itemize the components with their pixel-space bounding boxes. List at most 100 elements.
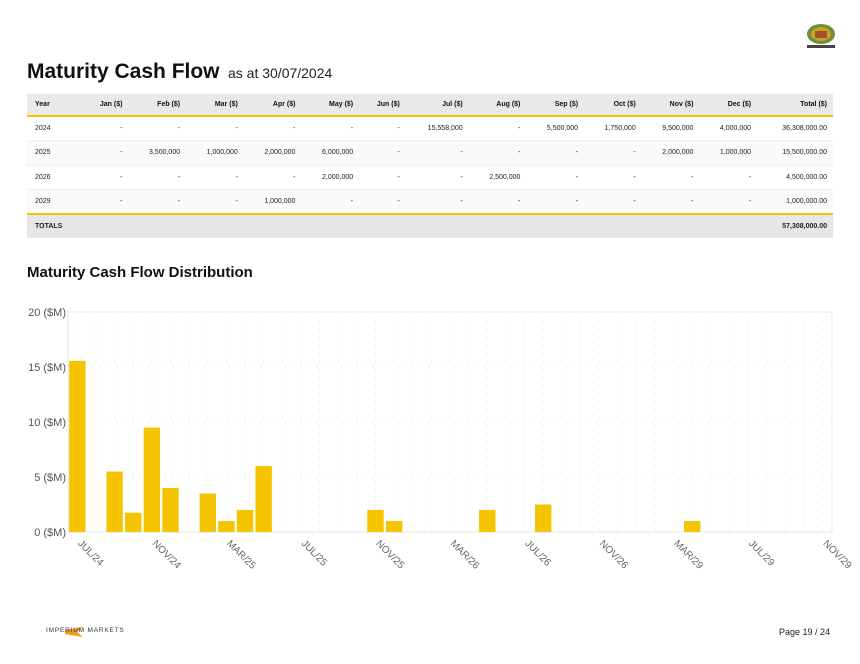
- table-cell: 2,000,000: [243, 140, 302, 166]
- table-cell: -: [186, 189, 244, 215]
- table-cell: -: [359, 165, 406, 190]
- table-cell: -: [359, 116, 406, 141]
- bar-dec-24: [162, 488, 179, 532]
- table-cell: -: [405, 189, 469, 215]
- col-oct: Oct ($): [584, 94, 642, 117]
- table-cell: -: [641, 165, 700, 190]
- table-cell: 2,000,000: [641, 140, 700, 166]
- table-cell: -: [468, 189, 527, 215]
- col-nov: Nov ($): [641, 94, 700, 117]
- table-cell: 4,000,000: [699, 116, 758, 141]
- table-cell: -: [301, 189, 360, 215]
- bar-mar-25: [218, 521, 235, 532]
- maturity-table: Year Jan ($) Feb ($) Mar ($) Apr ($) May…: [27, 94, 833, 238]
- table-row: 2029- - -1,000,000- - - - - - - -1,000,000.00: [27, 189, 833, 215]
- table-cell: -: [468, 116, 527, 141]
- table-cell: 15,558,000: [405, 116, 469, 141]
- council-logo-icon: [807, 24, 835, 48]
- row-total: 1,000,000.00: [757, 189, 833, 215]
- bar-oct-24: [125, 512, 142, 532]
- col-sep: Sep ($): [526, 94, 585, 117]
- col-total: Total ($): [757, 94, 833, 117]
- table-cell: 2,500,000: [468, 165, 527, 190]
- bar-may-26: [479, 510, 496, 532]
- bar-sep-24: [106, 471, 123, 532]
- col-jan: Jan ($): [82, 94, 129, 117]
- table-row: 2024- - - - - -15,558,000-5,500,000 1,750,000 9…: [27, 116, 833, 141]
- table-cell: -: [699, 189, 758, 215]
- x-tick-label: JUL/29: [746, 538, 776, 568]
- table-cell: 1,000,000: [243, 189, 302, 215]
- table-cell: 2,000,000: [301, 165, 360, 190]
- x-tick-label: NOV/26: [597, 538, 630, 571]
- maturity-bar-chart: 0 ($M) 5 ($M) 10 ($M) 15 ($M) 20 ($M) JUL/24 N…: [28, 307, 854, 572]
- section-title: Maturity Cash Flow Distribution: [27, 264, 253, 281]
- footer-brand: IMPERIUM MARKETS: [46, 627, 125, 634]
- bar-apr-25: [236, 510, 254, 532]
- y-tick-label: 5 ($M): [34, 472, 66, 484]
- table-cell: -: [82, 189, 129, 215]
- bar-may-25: [255, 466, 272, 532]
- table-cell: -: [301, 116, 360, 141]
- col-dec: Dec ($): [699, 94, 758, 117]
- table-cell: -: [699, 165, 758, 190]
- table-cell: -: [584, 189, 642, 215]
- table-cell: -: [128, 189, 187, 215]
- imperium-logo-icon: [65, 627, 83, 637]
- row-total: 15,500,000.00: [757, 140, 833, 166]
- table-cell: -: [405, 165, 469, 190]
- table-cell: 1,750,000: [584, 116, 642, 141]
- table-cell: -: [526, 140, 585, 166]
- bar-nov-24: [143, 427, 161, 532]
- x-tick-label: JUL/25: [299, 538, 329, 568]
- row-year: 2024: [27, 116, 83, 141]
- col-feb: Feb ($): [128, 94, 187, 117]
- table-cell: -: [468, 140, 527, 166]
- bar-dec-25: [385, 521, 403, 532]
- x-tick-label: NOV/25: [373, 538, 406, 571]
- x-tick-label: MAR/29: [671, 538, 705, 572]
- table-cell: -: [128, 116, 187, 141]
- table-cell: -: [82, 140, 129, 166]
- x-tick-label: NOV/24: [150, 538, 183, 571]
- x-tick-label: MAR/26: [448, 538, 482, 572]
- table-cell: -: [82, 165, 129, 190]
- bar-nov-25: [367, 510, 384, 532]
- table-cell: -: [243, 116, 302, 141]
- x-tick-label: MAR/25: [224, 538, 258, 572]
- table-cell: -: [186, 116, 244, 141]
- y-tick-label: 20 ($M): [28, 307, 66, 319]
- totals-label: TOTALS: [27, 213, 83, 238]
- table-cell: 9,500,000: [641, 116, 700, 141]
- y-tick-label: 15 ($M): [28, 362, 66, 374]
- table-row: 2026- - - -2,000,000- -2,500,000- - - -4,500,00…: [27, 165, 833, 190]
- row-year: 2026: [27, 165, 83, 190]
- table-cell: 5,500,000: [526, 116, 585, 141]
- table-cell: -: [359, 189, 406, 215]
- table-cell: -: [584, 165, 642, 190]
- table-cell: -: [82, 116, 129, 141]
- row-total: 36,308,000.00: [757, 116, 833, 141]
- x-tick-label: JUL/24: [75, 538, 105, 568]
- table-cell: -: [526, 165, 585, 190]
- row-year: 2025: [27, 140, 83, 166]
- bar-apr-29: [684, 521, 701, 532]
- page-number: Page 19 / 24: [778, 627, 830, 637]
- col-jul: Jul ($): [405, 94, 469, 117]
- table-cell: -: [641, 189, 700, 215]
- totals-row: TOTALS 57,308,000.00: [27, 213, 833, 238]
- x-tick-label: NOV/29: [821, 538, 854, 571]
- totals-value: 57,308,000.00: [757, 213, 833, 238]
- table-cell: -: [359, 140, 406, 166]
- table-cell: -: [186, 165, 244, 190]
- y-tick-label: 0 ($M): [34, 527, 66, 539]
- table-cell: 1,000,000: [186, 140, 244, 166]
- table-header-row: Year Jan ($) Feb ($) Mar ($) Apr ($) May…: [27, 94, 833, 117]
- table-cell: -: [405, 140, 469, 166]
- table-cell: 3,500,000: [128, 140, 187, 166]
- table-cell: -: [526, 189, 585, 215]
- bar-jul-24: [69, 360, 86, 532]
- table-cell: 6,000,000: [301, 140, 360, 166]
- col-apr: Apr ($): [243, 94, 302, 117]
- col-jun: Jun ($): [359, 94, 406, 117]
